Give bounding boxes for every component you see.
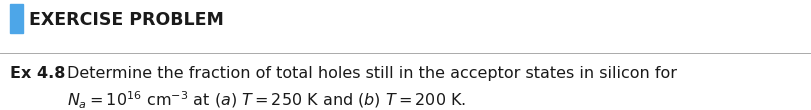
Text: Determine the fraction of total holes still in the acceptor states in silicon fo: Determine the fraction of total holes st… <box>67 66 676 81</box>
Text: EXERCISE PROBLEM: EXERCISE PROBLEM <box>29 11 224 29</box>
Text: $N_a = 10^{16}\ \mathrm{cm}^{-3}$ at $\mathit{(a)}\ T = 250\ \mathrm{K}$ and $\m: $N_a = 10^{16}\ \mathrm{cm}^{-3}$ at $\m… <box>67 90 466 110</box>
Text: Ex 4.8: Ex 4.8 <box>10 66 65 81</box>
Bar <box>10 4 23 33</box>
